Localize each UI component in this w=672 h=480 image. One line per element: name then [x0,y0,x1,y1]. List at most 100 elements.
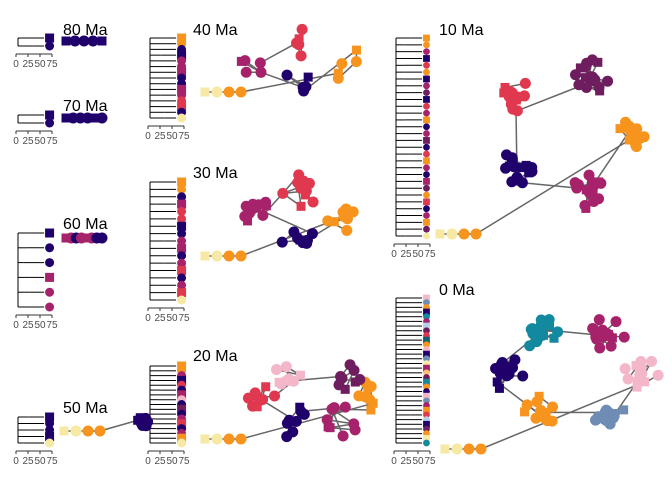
network-node [295,402,305,412]
x-tick-label: 50 [34,456,46,467]
tree-tip [423,411,430,419]
network-node [511,171,523,183]
panel-title-10: 10 Ma [439,22,484,39]
tree-tip [177,375,187,385]
x-tick-label: 0 [13,59,19,70]
network-node [359,391,371,403]
network-node [323,422,333,432]
network-panel [200,23,362,98]
tree-tip [45,258,55,268]
x-tick-label: 75 [424,456,436,467]
tree-tip [177,207,187,216]
x-tick-label: 50 [412,249,424,260]
x-tick-label: 75 [424,249,436,260]
network-node [239,210,251,222]
network-node [295,370,305,380]
tree-tip [423,109,430,117]
network-node [615,124,625,134]
tree-tip [423,150,430,158]
network-node [366,405,376,415]
tree-tip [423,420,430,428]
tree-panel: 0 25 50 75 [145,177,190,324]
network-node [351,45,361,55]
network-panel [435,54,650,240]
network-node [536,410,548,422]
x-tick-label: 25 [154,456,166,467]
network-node [589,74,601,86]
network-node [96,112,108,124]
tree-tip [45,33,55,43]
network-edge [260,71,304,89]
tree-tip [177,184,187,194]
network-node [136,413,148,425]
panel-title-50: 50 Ma [63,400,108,417]
network-node [200,87,210,97]
network-node [594,342,606,354]
network-node [580,73,590,83]
panel-title-20: 20 Ma [193,348,238,365]
network-node [343,211,353,221]
network-node [90,113,100,123]
network-node [306,228,318,240]
tree-tip [177,50,187,60]
network-node [257,393,269,405]
network-node [235,86,247,98]
tree-tip [423,82,430,90]
network-node [276,236,288,248]
tree-tip [423,102,430,110]
x-tick-label: 0 [145,456,151,467]
x-tick-label: 0 [391,249,397,260]
tree-tip [177,33,187,43]
network-edge [480,381,645,450]
tree-tip [177,192,187,202]
network-node [211,86,223,98]
network-edge [99,419,138,432]
network-node [602,407,614,419]
tree-tip [423,116,430,124]
network-node [451,443,463,455]
network-node [240,200,252,212]
network-node [281,69,293,81]
network-node [604,418,616,430]
network-node [535,319,547,331]
network-node [78,35,90,47]
tree-tip [423,232,430,240]
tree-tip [423,308,430,316]
phylogeny-layer: 0 25 50 750 25 50 750 25 50 750 25 50 750 25 50 750 25 50… [13,33,436,467]
network-node [247,400,259,412]
network-edge [303,49,357,92]
network-node [70,425,82,437]
x-tick-label: 25 [22,320,34,331]
network-node [288,226,300,238]
tree-tip [423,34,430,42]
network-node [526,323,538,335]
network-node [626,124,636,134]
tree-tip [423,327,430,335]
network-edge [522,181,577,189]
tree-panel: 0 25 50 75 [391,34,436,260]
tree-tip [177,221,187,231]
tree-tip [423,341,430,349]
network-node [94,425,106,437]
network-node [475,443,487,455]
x-tick-label: 0 [145,313,151,324]
network-node [543,314,555,326]
text-layer: 80 Ma 70 Ma 60 Ma 50 Ma 40 Ma 30 Ma 20 M… [63,22,484,417]
network-node [632,374,644,386]
network-node [340,384,350,394]
tree-tip [423,434,430,442]
x-tick-label: 75 [178,313,190,324]
network-node [573,79,585,91]
network-node [87,35,99,47]
network-node [600,415,610,425]
tree-tip [423,143,430,151]
network-node [492,377,502,387]
network-node [458,228,470,240]
network-node [593,314,605,326]
x-tick-label: 75 [178,131,190,142]
network-node [336,58,348,70]
tree-tip [45,432,55,441]
network-node [354,374,366,386]
network-panel [200,359,378,445]
tree-tip [423,157,430,165]
